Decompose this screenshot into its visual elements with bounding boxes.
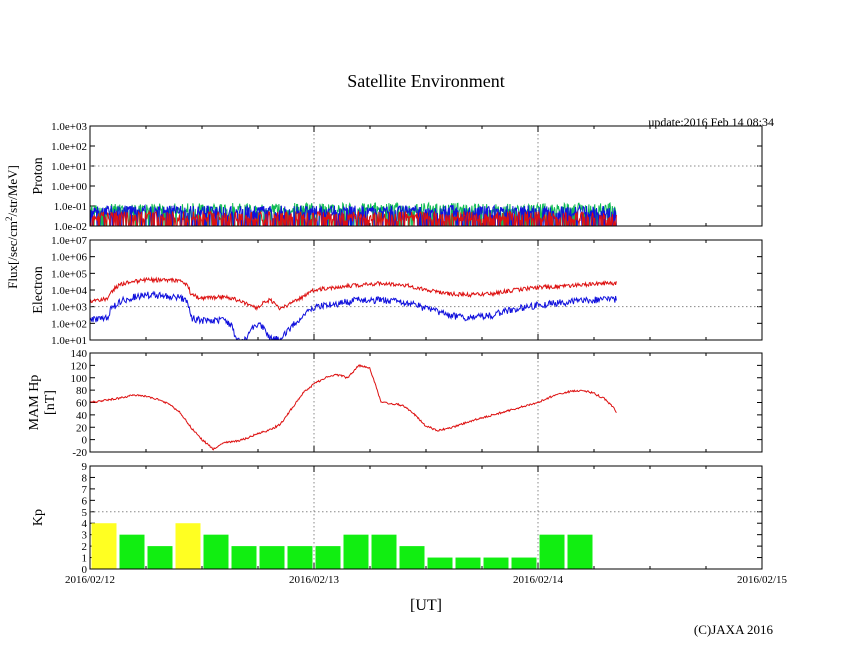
series-line-1 bbox=[90, 203, 617, 226]
kp-bar bbox=[539, 534, 565, 569]
y-tick-label: 1.0e+05 bbox=[51, 268, 87, 280]
y-tick-label: 40 bbox=[76, 410, 88, 422]
kp-bar bbox=[203, 534, 229, 569]
kp-bar bbox=[175, 523, 201, 569]
y-tick-label: 9 bbox=[82, 461, 88, 473]
panel-electron: 1.0e+01 1.0e+02 1.0e+03 1.0e+04 1.0e+05 1.0e+… bbox=[31, 235, 763, 347]
y-tick-label: 1.0e+01 bbox=[51, 335, 87, 347]
y-tick-label: 6 bbox=[82, 495, 88, 507]
kp-bar bbox=[287, 546, 313, 569]
y-tick-label: 140 bbox=[71, 348, 88, 360]
panel-proton: 1.0e-02 1.0e-01 1.0e+00 1.0e+01 1.0e+02 1.0e+… bbox=[31, 121, 763, 233]
panel-frame bbox=[89, 465, 763, 570]
y-tick-label: 1.0e+02 bbox=[51, 318, 87, 330]
kp-bar bbox=[371, 534, 397, 569]
flux-label: Flux[/sec/cm2/str/MeV] bbox=[4, 165, 20, 289]
update-timestamp: update:2016 Feb 14 08:34 bbox=[648, 115, 774, 129]
y-tick-label: 120 bbox=[71, 360, 88, 372]
kp-bar bbox=[91, 523, 117, 569]
y-tick-label: 1.0e+01 bbox=[51, 161, 87, 173]
y-tick-label: 60 bbox=[76, 398, 88, 410]
y-tick-label: 80 bbox=[76, 385, 88, 397]
series-line-1 bbox=[90, 290, 617, 340]
plot-area-mam_hp bbox=[90, 364, 617, 451]
y-axis-label-kp: Kp bbox=[31, 509, 46, 526]
y-tick-label: -20 bbox=[72, 447, 87, 459]
y-tick-label: 1 bbox=[82, 553, 88, 565]
y-tick-label: 20 bbox=[76, 422, 88, 434]
x-tick-label: 2016/02/13 bbox=[289, 574, 340, 586]
kp-bar bbox=[399, 546, 425, 569]
plot-area-proton bbox=[90, 201, 617, 226]
kp-bar bbox=[119, 534, 145, 569]
plot-area-kp bbox=[91, 523, 593, 569]
x-axis-label: [UT] bbox=[410, 597, 442, 614]
chart-title: Satellite Environment bbox=[347, 71, 504, 91]
copyright: (C)JAXA 2016 bbox=[694, 622, 774, 637]
y-tick-label: 100 bbox=[71, 373, 88, 385]
y-tick-label: 8 bbox=[82, 472, 88, 484]
y-tick-label: 1.0e+02 bbox=[51, 141, 87, 153]
kp-bar bbox=[511, 557, 537, 569]
y-tick-label: 1.0e+03 bbox=[51, 121, 87, 133]
y-tick-label: 1.0e-01 bbox=[54, 201, 87, 213]
series-line-0 bbox=[90, 276, 617, 311]
panel-frame bbox=[89, 125, 763, 227]
y-tick-label: 2 bbox=[82, 541, 88, 553]
y-tick-label: 1.0e-02 bbox=[54, 221, 87, 233]
y-tick-label: 1.0e+00 bbox=[51, 181, 87, 193]
y-tick-label: 4 bbox=[82, 518, 88, 530]
kp-bar bbox=[567, 534, 593, 569]
kp-bar bbox=[455, 557, 481, 569]
kp-bar bbox=[147, 546, 173, 569]
kp-bar bbox=[483, 557, 509, 569]
kp-bar bbox=[231, 546, 257, 569]
kp-bar bbox=[259, 546, 285, 569]
kp-bar bbox=[427, 557, 453, 569]
kp-bar bbox=[315, 546, 341, 569]
y-tick-label: 0 bbox=[82, 564, 88, 576]
series-line-0 bbox=[90, 364, 617, 451]
y-tick-label: 1.0e+04 bbox=[51, 285, 87, 297]
y-tick-label: 3 bbox=[82, 530, 88, 542]
y-tick-label: 1.0e+06 bbox=[51, 252, 87, 264]
y-tick-label: 5 bbox=[82, 507, 88, 519]
y-axis-label-mam_hp: MAM Hp[nT] bbox=[27, 375, 58, 431]
y-axis-label-electron: Electron bbox=[31, 266, 46, 313]
x-tick-label: 2016/02/12 bbox=[65, 574, 115, 586]
y-axis-label-proton: Proton bbox=[31, 157, 46, 194]
y-tick-label: 0 bbox=[82, 435, 88, 447]
y-tick-label: 1.0e+07 bbox=[51, 235, 87, 247]
series-line-2 bbox=[90, 209, 617, 226]
y-tick-label: 7 bbox=[82, 484, 88, 496]
plot-area-electron bbox=[90, 276, 617, 340]
x-tick-label: 2016/02/14 bbox=[513, 574, 564, 586]
panel-frame bbox=[89, 352, 763, 453]
kp-bar bbox=[343, 534, 369, 569]
y-tick-label: 1.0e+03 bbox=[51, 302, 87, 314]
x-tick-label: 2016/02/15 bbox=[737, 574, 788, 586]
panel-frame bbox=[89, 239, 763, 341]
